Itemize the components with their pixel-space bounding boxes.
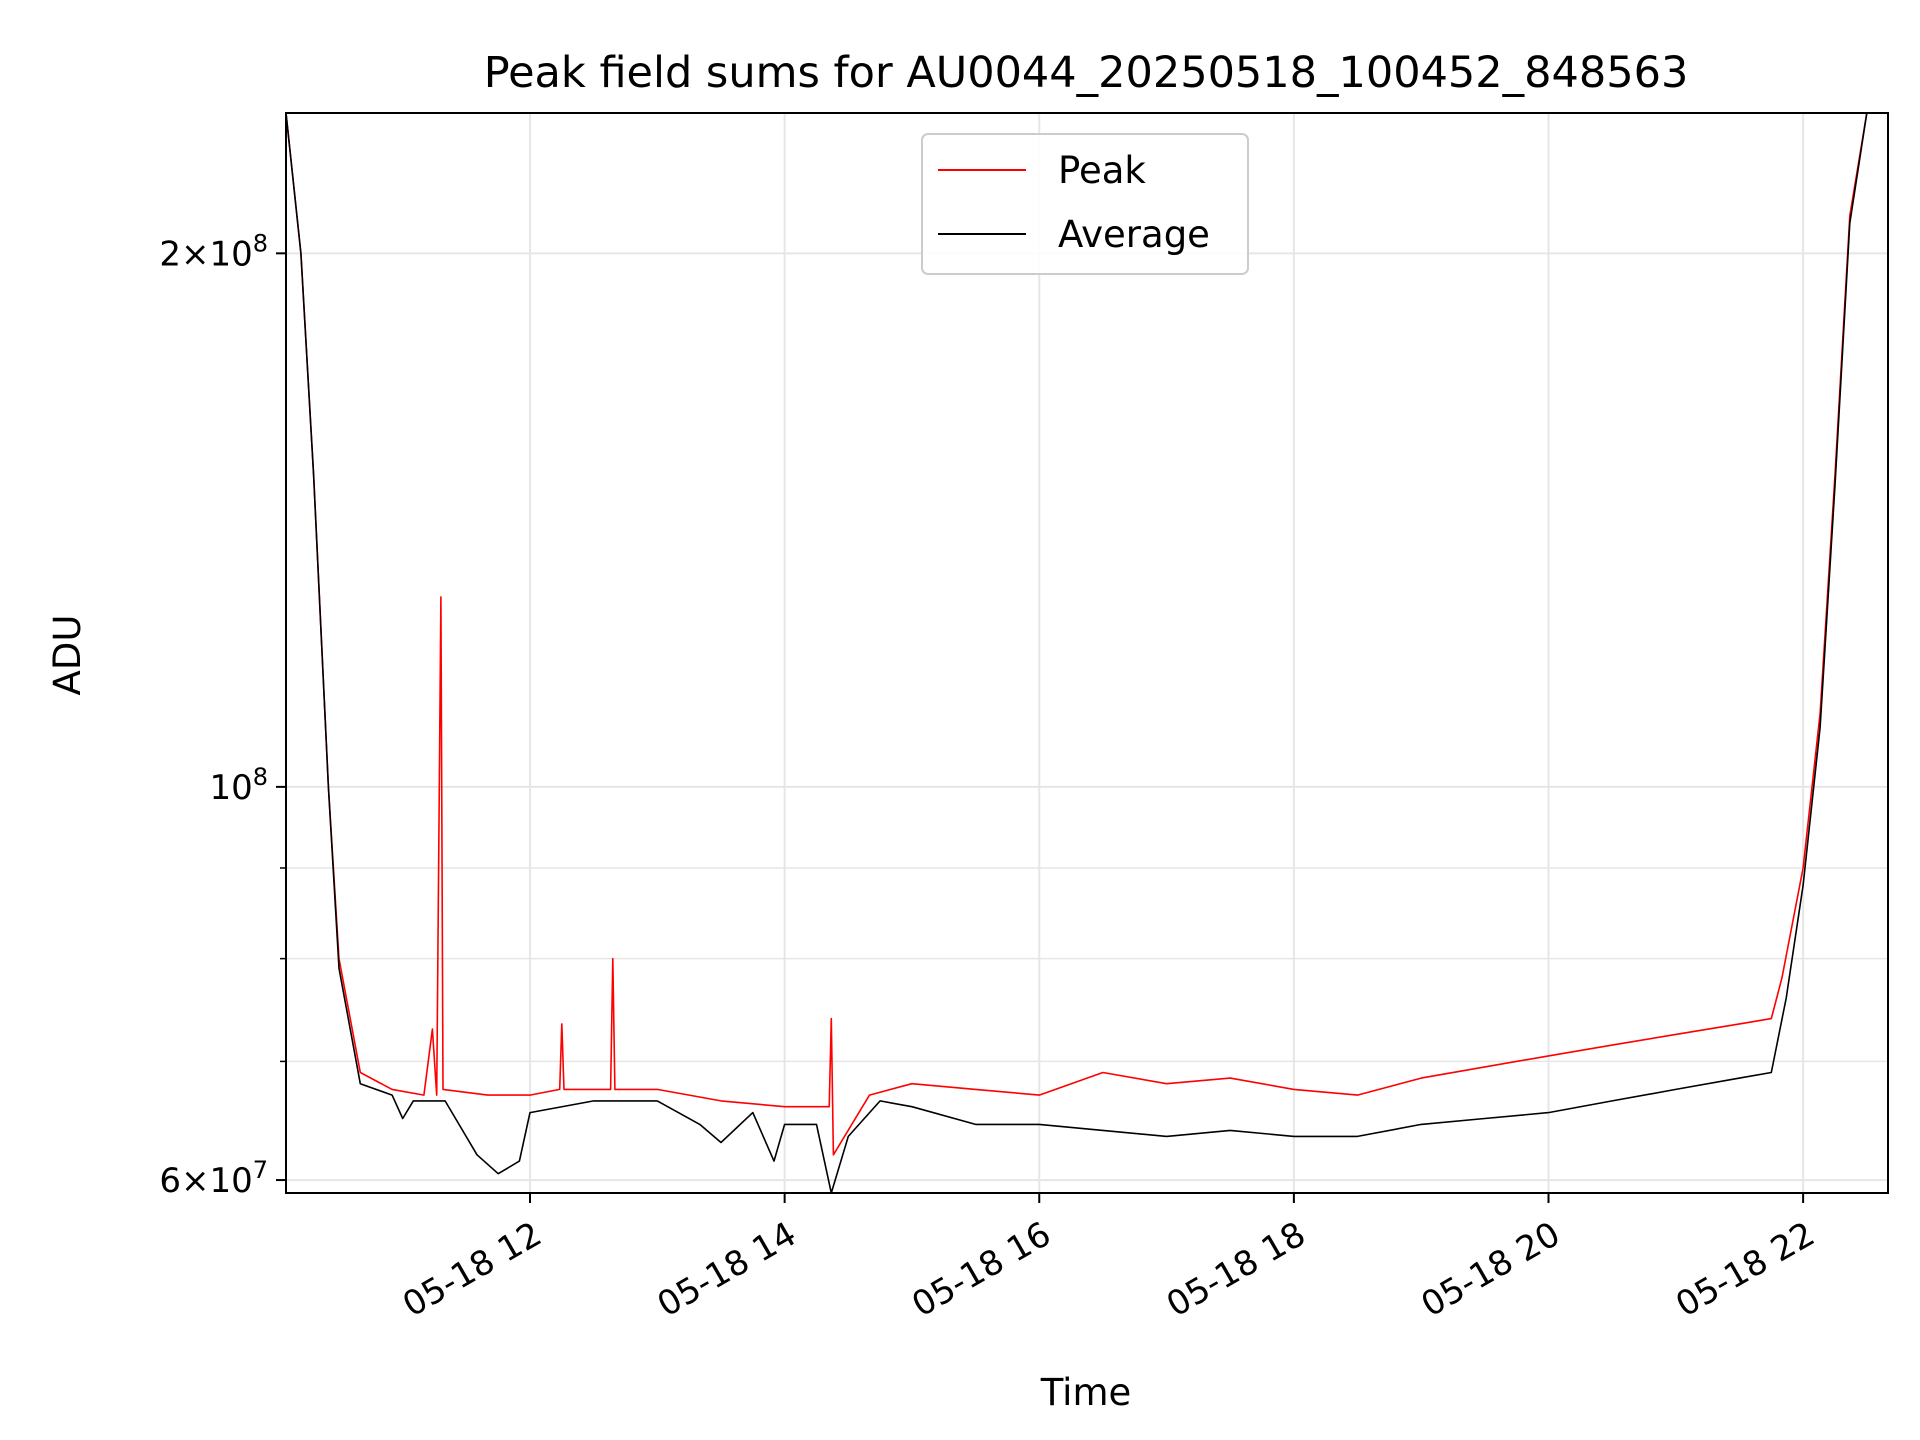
y-axis: 6×107 108 2×108 [159,229,286,1201]
y-tick-label: 2×108 [159,229,268,274]
legend-label-peak: Peak [1058,149,1146,192]
x-axis-label: Time [1040,1371,1132,1414]
y-tick-label: 6×107 [159,1156,268,1201]
series-layer [286,113,1888,1193]
legend-label-average: Average [1058,213,1210,256]
plot-frame [285,112,1889,1194]
legend: Peak Average [921,133,1249,275]
y-axis-label: ADU [46,615,89,696]
series-line-peak [286,113,1888,1156]
plot-area [286,113,1888,1193]
y-tick-label: 108 [209,763,268,808]
series-line-average [286,113,1888,1193]
grid [286,113,1888,1193]
chart-title: Peak field sums for AU0044_20250518_1004… [484,48,1689,98]
